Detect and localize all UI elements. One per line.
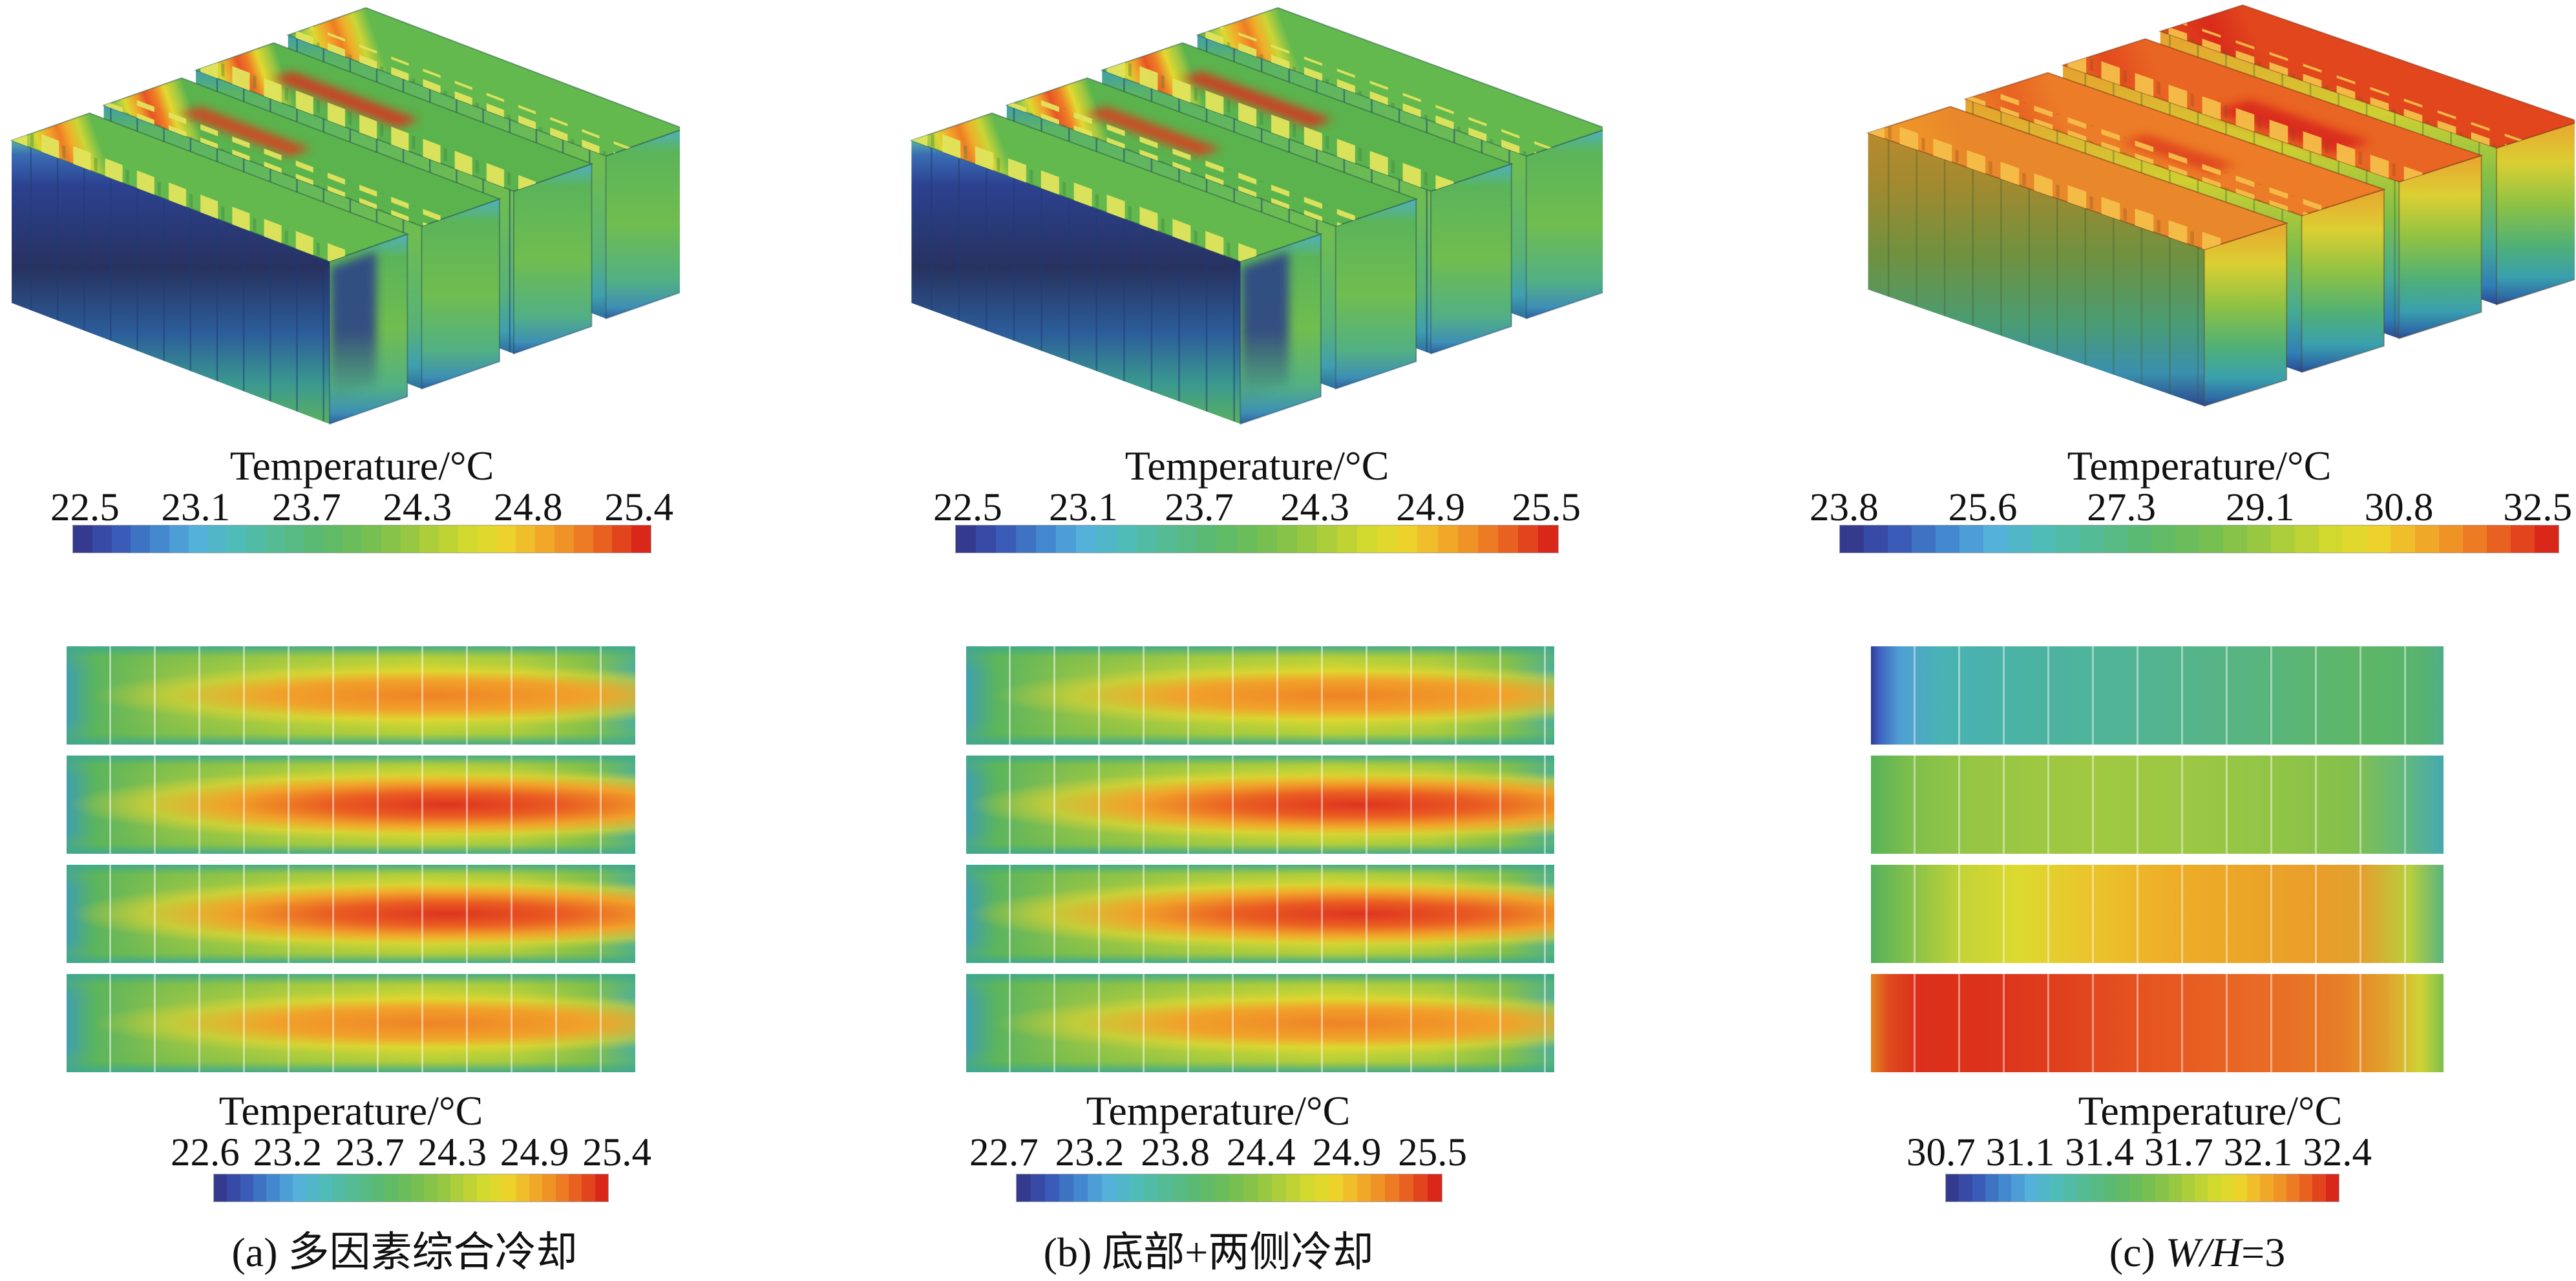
- colorbar-tick: 30.8: [2364, 486, 2434, 529]
- caption-math: W/H: [2165, 1229, 2242, 1275]
- battery-module-3d-b: [905, 4, 1603, 433]
- colorbar-gradient: [72, 525, 651, 553]
- colorbar-tick: 27.3: [2087, 486, 2157, 529]
- heatmap-strip: [1871, 865, 2444, 963]
- colorbar-tick: 25.6: [1948, 486, 2018, 529]
- colorbar-tick: 29.1: [2225, 486, 2295, 529]
- heatmap-strip: [1871, 756, 2444, 854]
- colorbar-tick: 31.4: [2065, 1131, 2135, 1174]
- colorbar-tick: 23.8: [1810, 486, 1879, 529]
- colorbar-tick: 25.5: [1398, 1131, 1467, 1174]
- colorbar-tick: 24.9: [500, 1131, 569, 1174]
- colorbar-ticks: 30.7 31.1 31.4 31.7 32.1 32.4: [1906, 1132, 2372, 1174]
- colorbar-tick: 25.5: [1512, 486, 1581, 529]
- colorbar-tick: 32.1: [2223, 1131, 2293, 1174]
- colorbar-tick: 30.7: [1906, 1131, 1976, 1174]
- colorbar-gradient: [1839, 525, 2559, 553]
- heatmap-strip: [67, 865, 635, 963]
- heatmap-strip: [966, 756, 1554, 854]
- heatmap-strip: [67, 646, 635, 745]
- colorbar-tick: 23.2: [253, 1131, 322, 1174]
- colorbar-tick: 24.9: [1396, 486, 1465, 529]
- caption-c: (c) W/H=3: [1913, 1227, 2482, 1278]
- heatmap-strip: [966, 865, 1554, 963]
- heatmap-2d-b: [966, 646, 1554, 1072]
- colorbar-tick: 24.8: [493, 486, 563, 529]
- heatmap-strip: [966, 974, 1554, 1072]
- caption-text: (b) 底部+两侧冷却: [1043, 1229, 1374, 1275]
- colorbar-tick: 22.5: [933, 486, 1002, 529]
- heatmap-strip: [67, 756, 635, 854]
- colorbar-tick: 31.1: [1985, 1131, 2055, 1174]
- colorbar-title: Temperature/°C: [218, 1088, 483, 1134]
- colorbar-tick: 23.8: [1141, 1131, 1210, 1174]
- heatmap-strip: [966, 646, 1554, 745]
- colorbar-ticks: 22.5 23.1 23.7 24.3 24.8 25.4: [50, 487, 673, 529]
- colorbar-title: Temperature/°C: [2067, 443, 2332, 489]
- colorbar-tick: 22.7: [969, 1131, 1039, 1174]
- heatmap-2d-a: [67, 646, 635, 1072]
- colorbar-title: Temperature/°C: [229, 443, 494, 489]
- colorbar-tick: 24.3: [383, 486, 452, 529]
- colorbar-gradient: [1945, 1174, 2339, 1202]
- colorbar-tick: 31.7: [2144, 1131, 2213, 1174]
- colorbar-tick: 23.2: [1055, 1131, 1124, 1174]
- heatmap-strip: [67, 974, 635, 1072]
- battery-module-3d-a: [5, 4, 680, 433]
- colorbar-tick: 25.4: [604, 486, 673, 529]
- colorbar-title: Temperature/°C: [1124, 443, 1389, 489]
- colorbar-ticks: 23.8 25.6 27.3 29.1 30.8 32.5: [1810, 487, 2572, 529]
- caption-text: (c): [2109, 1229, 2166, 1275]
- colorbar-title: Temperature/°C: [2078, 1088, 2343, 1134]
- colorbar-gradient: [955, 525, 1559, 553]
- heatmap-strip: [1871, 646, 2444, 745]
- colorbar-tick: 25.4: [582, 1131, 651, 1174]
- colorbar-tick: 22.6: [171, 1131, 240, 1174]
- colorbar-ticks: 22.6 23.2 23.7 24.3 24.9 25.4: [171, 1132, 651, 1174]
- caption-a: (a) 多因素综合冷却: [120, 1227, 689, 1278]
- colorbar-tick: 24.3: [417, 1131, 487, 1174]
- colorbar-tick: 23.1: [1049, 486, 1118, 529]
- colorbar-tick: 24.4: [1226, 1131, 1296, 1174]
- heatmap-2d-c: [1871, 646, 2444, 1072]
- caption-text: =3: [2241, 1229, 2286, 1275]
- colorbar-title: Temperature/°C: [1086, 1088, 1351, 1134]
- colorbar-tick: 23.1: [161, 486, 231, 529]
- colorbar-gradient: [213, 1174, 609, 1202]
- colorbar-tick: 23.7: [1165, 486, 1234, 529]
- caption-text: (a) 多因素综合冷却: [231, 1229, 578, 1275]
- colorbar-gradient: [1016, 1174, 1442, 1202]
- colorbar-tick: 24.3: [1280, 486, 1349, 529]
- battery-module-3d-c: [1861, 1, 2575, 415]
- colorbar-ticks: 22.7 23.2 23.8 24.4 24.9 25.5: [969, 1132, 1467, 1174]
- heatmap-strip: [1871, 974, 2444, 1072]
- colorbar-tick: 23.7: [335, 1131, 405, 1174]
- colorbar-tick: 22.5: [50, 486, 120, 529]
- colorbar-tick: 32.5: [2503, 486, 2572, 529]
- caption-b: (b) 底部+两侧冷却: [931, 1227, 1486, 1278]
- colorbar-ticks: 22.5 23.1 23.7 24.3 24.9 25.5: [933, 487, 1581, 529]
- colorbar-tick: 23.7: [271, 486, 341, 529]
- colorbar-tick: 32.4: [2303, 1131, 2372, 1174]
- colorbar-tick: 24.9: [1312, 1131, 1382, 1174]
